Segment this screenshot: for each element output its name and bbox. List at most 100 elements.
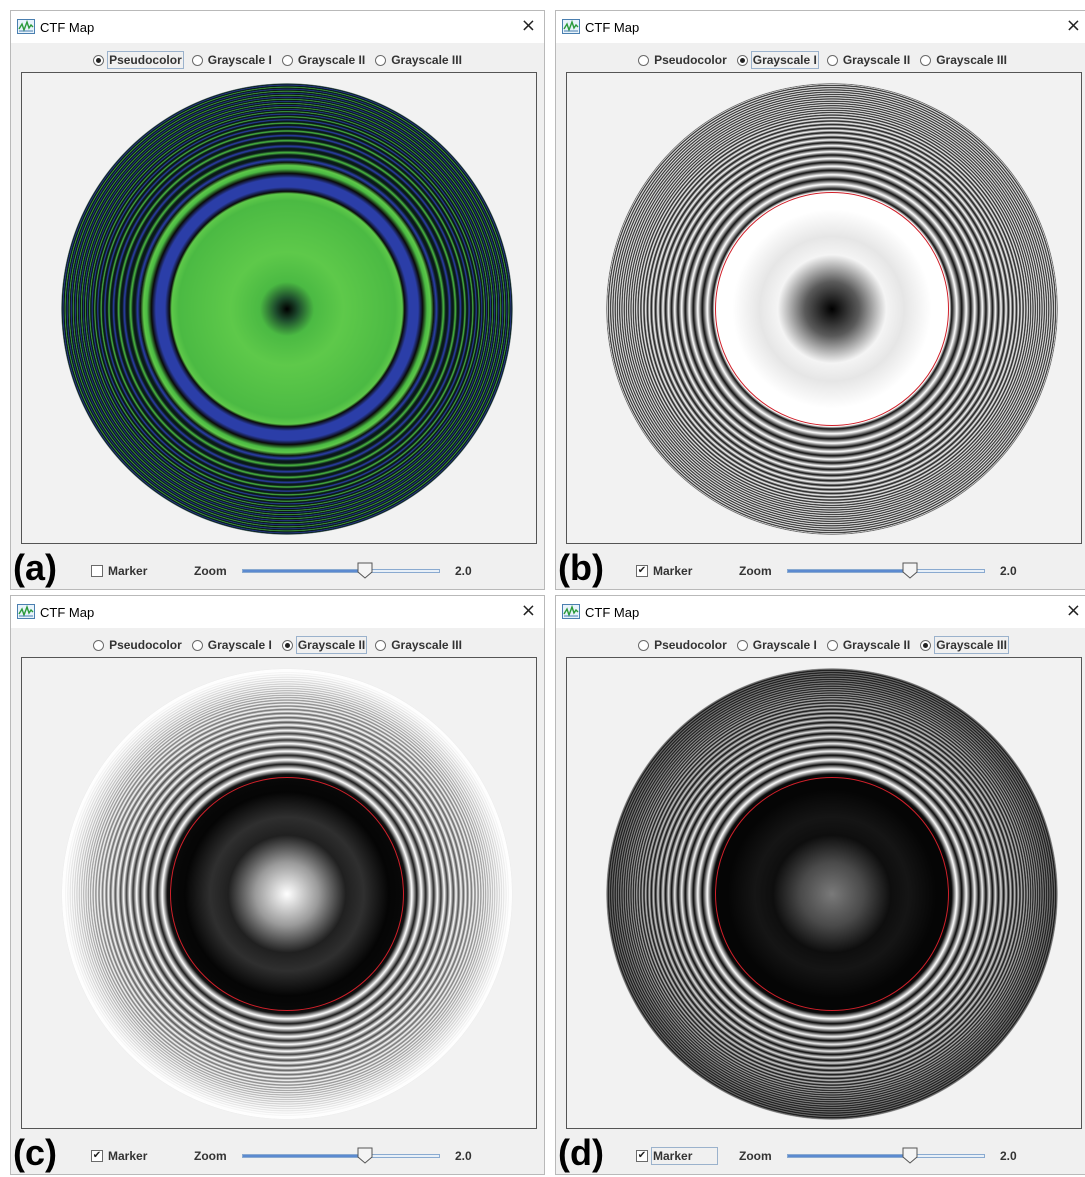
bottom-controls: (a) Marker Zoom 2.0 [11,547,544,588]
mode-radio-pseudocolor[interactable]: Pseudocolor [638,53,727,67]
zoom-slider-fill [243,1155,365,1157]
window-title: CTF Map [585,605,640,620]
mode-radio-grayscale-i[interactable]: Grayscale I [736,638,817,652]
mode-radio-grayscale-ii[interactable]: Grayscale II [826,638,911,652]
mode-radio-grayscale-iii[interactable]: Grayscale III [375,53,462,67]
mode-radio-pseudocolor[interactable]: Pseudocolor [93,638,182,652]
radio-button[interactable] [281,54,293,66]
mode-radio-pseudocolor[interactable]: Pseudocolor [93,51,184,69]
panel-letter: (a) [13,547,57,588]
radio-button[interactable] [93,639,105,651]
mode-radio-grayscale-ii[interactable]: Grayscale II [281,53,365,67]
radio-button[interactable] [736,54,748,66]
slider-thumb-icon[interactable] [902,562,918,579]
mode-label: Grayscale III [391,638,462,652]
marker-checkbox[interactable] [91,565,103,577]
slider-thumb-icon[interactable] [357,562,373,579]
bottom-controls: (c) ✔ Marker Zoom 2.0 [11,1135,544,1172]
zoom-label: Zoom [194,564,227,578]
ctf-map-window-2: CTF Map × Pseudocolor Grayscale I Grayscal… [555,10,1085,590]
mode-radio-grayscale-i[interactable]: Grayscale I [736,51,819,69]
mode-label: Grayscale II [295,636,368,654]
radio-button[interactable] [920,639,932,651]
marker-ring [170,777,404,1011]
zoom-slider[interactable] [787,569,985,573]
window-title: CTF Map [40,20,95,35]
marker-label: Marker [650,1147,719,1165]
mode-label: Grayscale III [934,636,1009,654]
ctf-map-canvas[interactable] [566,657,1082,1129]
ctf-chart-icon [17,19,35,34]
zoom-value: 2.0 [1000,564,1017,578]
zoom-value: 2.0 [455,1149,472,1163]
radio-button[interactable] [375,54,387,66]
close-icon[interactable]: × [1065,15,1081,36]
ctf-map-window-3: CTF Map × Pseudocolor Grayscale I Grayscal… [10,595,545,1175]
mode-label: Grayscale II [842,638,911,652]
mode-label: Grayscale II [842,53,911,67]
marker-checkbox-checked[interactable]: ✔ [636,1150,648,1162]
marker-ring [715,192,949,426]
mode-label: Grayscale I [207,53,272,67]
panel-letter: (b) [558,547,604,588]
window-title: CTF Map [40,605,95,620]
radio-button[interactable] [638,54,650,66]
radio-button[interactable] [826,54,838,66]
bottom-controls: (d) ✔ Marker Zoom 2.0 [556,1132,1085,1173]
marker-checkbox-checked[interactable]: ✔ [91,1150,103,1162]
radio-button[interactable] [191,639,203,651]
close-icon[interactable]: × [520,600,536,621]
zoom-value: 2.0 [1000,1149,1017,1163]
mode-radio-grayscale-iii[interactable]: Grayscale III [920,53,1007,67]
slider-thumb-icon[interactable] [902,1147,918,1164]
marker-checkbox-checked[interactable]: ✔ [636,565,648,577]
ctf-map-canvas[interactable] [21,72,537,544]
ctf-map-canvas[interactable] [21,657,537,1129]
bottom-controls: (b) ✔ Marker Zoom 2.0 [556,547,1085,588]
color-mode-group: Pseudocolor Grayscale I Grayscale II Graysc… [11,635,544,655]
mode-radio-pseudocolor[interactable]: Pseudocolor [638,638,727,652]
title-bar: CTF Map × [556,596,1085,628]
mode-radio-grayscale-i[interactable]: Grayscale I [191,638,272,652]
zoom-slider[interactable] [242,569,440,573]
zoom-slider[interactable] [242,1154,440,1158]
mode-radio-grayscale-i[interactable]: Grayscale I [191,53,272,67]
mode-label: Pseudocolor [654,53,727,67]
radio-button[interactable] [281,639,293,651]
ctf-chart-icon [562,604,580,619]
ctf-map-window-1: CTF Map × Pseudocolor Grayscale I Grayscal… [10,10,545,590]
radio-button[interactable] [375,639,387,651]
ctf-chart-icon [562,19,580,34]
zoom-label: Zoom [739,1149,772,1163]
mode-radio-grayscale-iii[interactable]: Grayscale III [920,636,1009,654]
panel-letter: (d) [558,1132,604,1173]
mode-label: Pseudocolor [654,638,727,652]
zoom-slider[interactable] [787,1154,985,1158]
close-icon[interactable]: × [520,15,536,36]
zoom-value: 2.0 [455,564,472,578]
slider-thumb-icon[interactable] [357,1147,373,1164]
mode-label: Grayscale I [207,638,272,652]
radio-button[interactable] [920,54,932,66]
title-bar: CTF Map × [11,596,544,628]
ctf-map-canvas[interactable] [566,72,1082,544]
color-mode-group: Pseudocolor Grayscale I Grayscale II Graysc… [556,635,1085,655]
radio-button[interactable] [191,54,203,66]
color-mode-group: Pseudocolor Grayscale I Grayscale II Graysc… [11,50,544,70]
zoom-label: Zoom [739,564,772,578]
mode-radio-grayscale-ii[interactable]: Grayscale II [826,53,911,67]
ctf-map-window-4: CTF Map × Pseudocolor Grayscale I Grayscal… [555,595,1085,1175]
marker-ring [715,777,949,1011]
close-icon[interactable]: × [1065,600,1081,621]
radio-button[interactable] [826,639,838,651]
mode-radio-grayscale-ii[interactable]: Grayscale II [281,636,368,654]
window-title: CTF Map [585,20,640,35]
mode-radio-grayscale-iii[interactable]: Grayscale III [375,638,462,652]
ctf-chart-icon [17,604,35,619]
radio-button[interactable] [93,54,105,66]
radio-button[interactable] [638,639,650,651]
marker-label: Marker [108,564,148,578]
title-bar: CTF Map × [556,11,1085,43]
radio-button[interactable] [736,639,748,651]
mode-label: Grayscale I [750,51,819,69]
